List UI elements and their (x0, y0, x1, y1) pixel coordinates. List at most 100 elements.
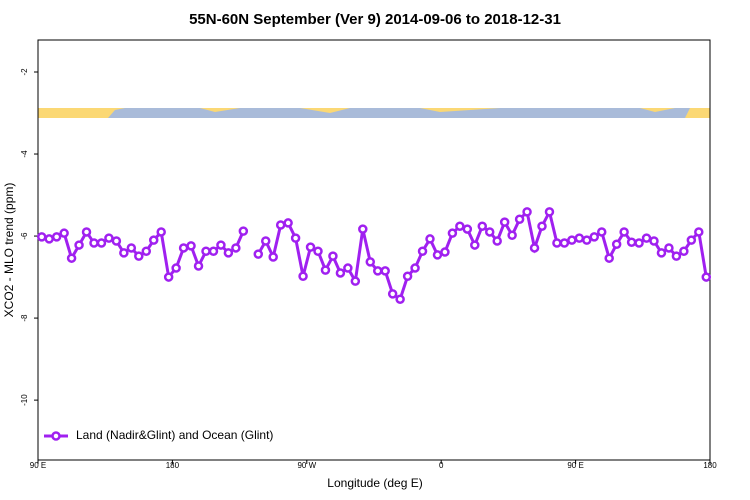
data-point (484, 227, 495, 237)
data-point (350, 276, 361, 286)
data-point (671, 251, 682, 261)
data-point (455, 221, 465, 231)
data-point (387, 289, 398, 299)
data-point (589, 232, 600, 242)
data-point (596, 227, 607, 237)
data-point (522, 207, 532, 217)
data-point (611, 239, 622, 250)
data-point (320, 265, 331, 275)
map-ocean (108, 108, 690, 118)
x-tick-label: 180 (703, 461, 717, 470)
data-point (626, 237, 637, 247)
data-point (634, 238, 644, 248)
data-point (686, 235, 697, 245)
data-point (298, 271, 308, 281)
data-point (66, 253, 77, 263)
data-point (156, 227, 166, 237)
data-point (148, 235, 159, 245)
x-tick-label: 0 (439, 461, 444, 470)
y-tick-label: -4 (20, 150, 29, 158)
x-axis-label: Longitude (deg E) (327, 476, 422, 490)
data-point (402, 271, 413, 281)
x-tick-label: 180 (166, 461, 180, 470)
data-point (417, 246, 428, 256)
data-point (44, 234, 54, 244)
data-point (104, 233, 114, 243)
data-point (134, 251, 144, 261)
y-tick-label: -2 (20, 68, 29, 76)
data-point (514, 214, 525, 224)
chart-title: 55N-60N September (Ver 9) 2014-09-06 to … (189, 11, 561, 28)
data-point (268, 252, 278, 262)
data-point (163, 272, 174, 282)
data-point (552, 238, 562, 248)
x-tick-label: 90 E (30, 461, 46, 470)
data-point (305, 242, 316, 252)
data-point (440, 247, 450, 257)
legend-label: Land (Nadir&Glint) and Ocean (Glint) (76, 428, 273, 442)
map-strip (38, 108, 710, 118)
data-point (275, 220, 286, 230)
data-point (223, 248, 234, 258)
data-point (372, 266, 383, 276)
data-point (679, 246, 689, 256)
data-point (499, 217, 510, 227)
legend-marker (51, 431, 61, 441)
data-point (447, 228, 458, 238)
data-point (559, 238, 570, 248)
data-point (178, 243, 189, 253)
data-point (462, 224, 473, 234)
data-point (313, 246, 323, 256)
data-point (81, 227, 92, 237)
data-point (410, 263, 420, 273)
data-point (171, 263, 181, 273)
x-tick-label: 90 E (567, 461, 583, 470)
data-point (260, 236, 271, 246)
data-point (126, 243, 137, 253)
data-point (328, 251, 338, 261)
data-point (186, 241, 196, 251)
data-point (492, 236, 502, 246)
data-point (51, 232, 62, 242)
data-point (537, 221, 547, 231)
y-tick-label: -10 (20, 394, 29, 406)
data-point (231, 243, 241, 253)
data-point (567, 235, 577, 245)
data-point (574, 233, 585, 243)
data-point (335, 268, 346, 278)
data-point (470, 240, 480, 250)
data-point (119, 248, 129, 258)
data-point (358, 224, 368, 234)
data-point (111, 236, 122, 246)
data-point (283, 218, 293, 228)
data-point (290, 233, 301, 243)
data-point (216, 240, 226, 250)
data-point (253, 249, 264, 259)
data-point (656, 248, 667, 258)
plot-frame (37, 39, 711, 461)
data-point (380, 266, 390, 276)
data-point (201, 246, 211, 256)
data-point (343, 263, 353, 273)
data-point (141, 246, 152, 256)
data-point (193, 261, 204, 271)
y-tick-label: -6 (20, 232, 29, 240)
data-point (649, 236, 659, 246)
data-point (477, 221, 488, 231)
y-axis-label: XCO2 - MLO trend (ppm) (2, 183, 16, 318)
data-point (544, 207, 555, 217)
data-point (694, 227, 704, 237)
data-point (641, 233, 652, 243)
x-tick-label: 90 W (297, 461, 316, 470)
data-point (208, 246, 219, 256)
data-point (395, 294, 405, 304)
data-point (432, 250, 443, 260)
data-point (507, 230, 517, 240)
data-point (36, 232, 47, 242)
data-point (529, 243, 540, 253)
data-point (701, 272, 712, 282)
data-point (365, 257, 376, 267)
data-point (96, 238, 107, 248)
